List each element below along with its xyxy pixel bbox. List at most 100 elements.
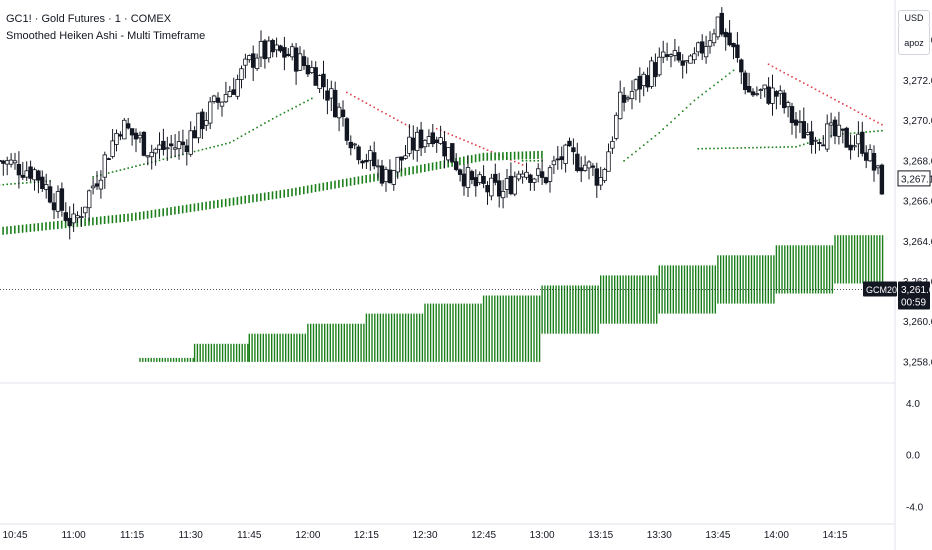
candle-body [438,137,443,144]
candle-body [653,62,658,78]
short-ma-dot [842,103,844,105]
short-ma-dot [373,106,375,109]
short-ma-dot [771,146,774,149]
short-ma-dot [283,111,286,114]
candle-body [676,52,681,61]
long-ma-dash [260,193,262,202]
candle-body [36,170,41,181]
long-ma-dash [361,175,364,184]
candle-body [668,54,674,57]
candle-body [282,47,287,58]
candle-body [250,53,256,68]
short-ma-dot [853,132,856,134]
short-ma-dot [834,98,836,101]
short-ma-dot [29,181,32,184]
short-ma-dot [127,167,129,169]
candle-body [293,47,299,72]
short-ma-dot [728,72,731,75]
candle-body [867,149,873,162]
candle-body [274,44,279,51]
candle-body [758,89,763,91]
candle-body [684,60,689,63]
short-ma-dot [158,159,161,162]
long-ma-dash [209,201,211,210]
candle-body [161,140,166,151]
long-ma-dash [533,151,535,160]
short-ma-dot [795,146,797,148]
countdown-text: 00:59 [901,298,926,309]
short-ma-dot [510,159,512,161]
candle-body [215,97,221,103]
contract-label [863,281,897,297]
candle-body [227,91,232,98]
long-ma-dash [10,226,12,234]
short-ma-dot [236,137,239,140]
candle-body [739,59,744,73]
x-tick-label: 12:00 [295,530,320,541]
short-ma-dot [279,113,282,116]
candle-body [641,73,646,87]
candle-body [0,159,2,162]
short-ma-dot [623,160,625,162]
short-ma-dot [763,146,766,149]
indicator-title[interactable]: Smoothed Heiken Ashi - Multi Timeframe [6,30,206,42]
short-ma-dot [881,123,883,126]
short-ma-dot [845,105,848,107]
short-ma-dot [881,129,883,132]
symbol-title[interactable]: GC1! · Gold Futures · 1 · COMEX [6,13,172,25]
short-ma-dot [697,96,700,99]
short-ma-dot [791,146,793,148]
candle-body [1,160,6,164]
short-ma-dot [6,183,8,186]
long-ma-dash [213,200,215,209]
long-ma-dash [115,214,118,223]
candle-body [387,169,393,184]
short-ma-dot [115,170,118,172]
candle-body [661,51,666,58]
long-ma-dash [119,214,121,223]
short-ma-dot [752,146,754,149]
short-ma-dot [521,164,524,166]
short-ma-dot [307,99,309,102]
long-ma-dash [306,185,309,194]
candle-body [340,109,346,117]
long-ma-dash [53,221,55,230]
candle-body [395,156,400,173]
candle-body [871,152,877,171]
short-ma-dot [767,63,770,66]
candle-body [149,151,154,158]
short-ma-dot [396,119,399,122]
long-ma-dash [326,182,328,190]
candle-body [465,167,471,189]
short-ma-dot [873,130,875,133]
candle-body [801,121,806,139]
long-ma-dash [263,192,266,201]
short-ma-dot [787,73,789,76]
candle-body [532,178,537,183]
candle-body [94,183,100,187]
candle-body [707,40,713,47]
short-ma-dot [275,115,278,118]
candle-layer [0,7,885,240]
short-ma-dot [10,183,12,185]
candle-body [157,144,162,150]
long-ma-dash [541,150,543,159]
short-ma-dot [826,94,828,97]
candle-body [563,144,568,164]
candle-body [414,131,420,152]
long-ma-dash [17,225,20,234]
candle-body [356,146,361,161]
short-ma-dot [201,148,204,151]
short-ma-dot [869,130,871,133]
short-ma-dot [701,93,703,96]
candle-body [180,141,186,146]
short-ma-dot [713,84,715,87]
candle-body [520,173,525,178]
candle-body [575,153,580,172]
candle-body [633,79,639,91]
candle-body [325,90,330,101]
short-ma-dot [260,124,262,127]
short-ma-dot [385,113,387,115]
short-ma-dot [693,99,696,102]
